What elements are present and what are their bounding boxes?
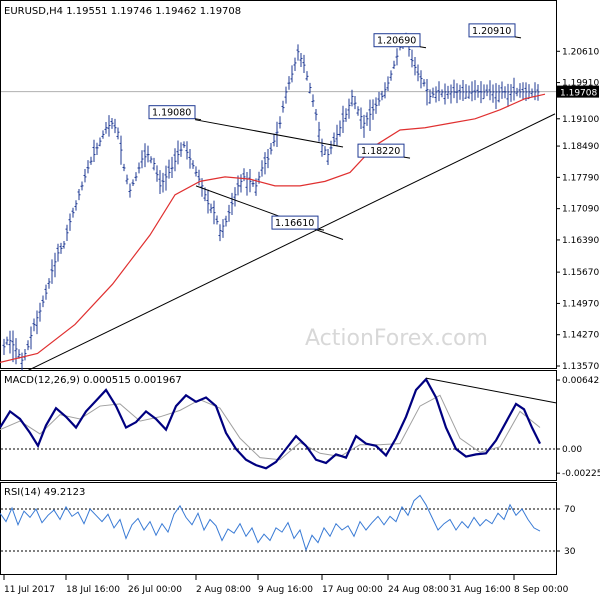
price-annotation-label: 1.18220 (361, 146, 400, 157)
macd-y-tick-label: 0.006425 (562, 376, 600, 386)
price-y-tick-label: 1.19910 (562, 79, 599, 89)
price-annotation-box (373, 33, 421, 48)
price-y-tick-label: 1.16390 (562, 236, 599, 246)
rsi-y-tick-label: 30 (564, 547, 576, 557)
price-annotation-box (271, 215, 319, 230)
price-annotation-leader (514, 36, 522, 39)
watermark: ActionForex.com (305, 326, 488, 351)
price-annotation-label: 1.20910 (472, 26, 511, 37)
rsi-line (0, 494, 541, 552)
x-tick-label: 2 Aug 08:00 (196, 585, 251, 595)
price-annotation-box (357, 143, 405, 158)
macd-trendline (425, 377, 557, 404)
channel-upper-line (194, 119, 344, 148)
price-annotation-box (468, 23, 516, 38)
x-tick-label: 17 Aug 00:00 (322, 585, 383, 595)
x-tick-label: 26 Jul 00:00 (128, 585, 182, 595)
macd-y-tick-label: -0.002251 (562, 469, 600, 479)
rsi-layer (0, 494, 556, 552)
x-tick-label: 8 Sep 00:00 (514, 585, 569, 595)
price-header: EURUSD,H4 1.19551 1.19746 1.19462 1.1970… (4, 6, 241, 17)
price-y-tick-label: 1.19100 (562, 115, 599, 125)
price-y-tick-label: 1.17790 (562, 173, 599, 183)
axis-layer: 1.20610 1.19910 1.19100 1.18490 1.17790 1.170… (3, 47, 600, 595)
rsi-header: RSI(14) 49.2123 (4, 487, 85, 498)
price-y-tick-label: 1.14270 (562, 331, 599, 341)
macd-layer (0, 377, 557, 470)
price-y-tick-label: 1.14970 (562, 299, 599, 309)
x-tick-label: 31 Aug 16:00 (450, 585, 511, 595)
rsi-panel-frame (0, 482, 557, 575)
price-layer: 1.19708 1.19080 1.16610 1.18220 1.20690 1.209… (0, 23, 599, 371)
price-y-tick-label: 1.15670 (562, 268, 599, 278)
price-annotation-label: 1.16610 (275, 218, 314, 229)
price-y-tick-label: 1.18490 (562, 142, 599, 152)
price-y-tick-label: 1.17090 (562, 205, 599, 215)
price-panel-frame (0, 0, 557, 369)
x-tick-label: 18 Jul 16:00 (66, 585, 120, 595)
price-y-tick-label: 1.13570 (562, 362, 599, 372)
macd-y-tick-label: 0.00 (562, 445, 582, 455)
support-trendline (27, 113, 556, 371)
price-annotation-leader (419, 46, 427, 49)
x-tick-label: 11 Jul 2017 (4, 585, 55, 595)
price-y-tick-label: 1.20610 (562, 47, 599, 57)
macd-line (0, 377, 541, 470)
channel-lower-line (195, 185, 344, 240)
price-annotation-label: 1.19080 (152, 108, 191, 119)
price-annotation-leader (194, 118, 202, 121)
macd-signal-line (0, 394, 541, 461)
rsi-y-tick-label: 70 (564, 505, 576, 515)
macd-header: MACD(12,26,9) 0.000515 0.001967 (4, 375, 182, 386)
x-tick-label: 24 Aug 08:00 (388, 585, 449, 595)
sma-line (0, 93, 546, 364)
price-annotation-box (148, 105, 196, 120)
price-annotation-leader (403, 156, 411, 159)
x-tick-label: 9 Aug 16:00 (258, 585, 313, 595)
price-annotation-label: 1.20690 (377, 36, 416, 47)
current-price-box (557, 85, 599, 98)
current-price-label: 1.19708 (560, 89, 597, 99)
price-annotation-leader (317, 228, 325, 231)
